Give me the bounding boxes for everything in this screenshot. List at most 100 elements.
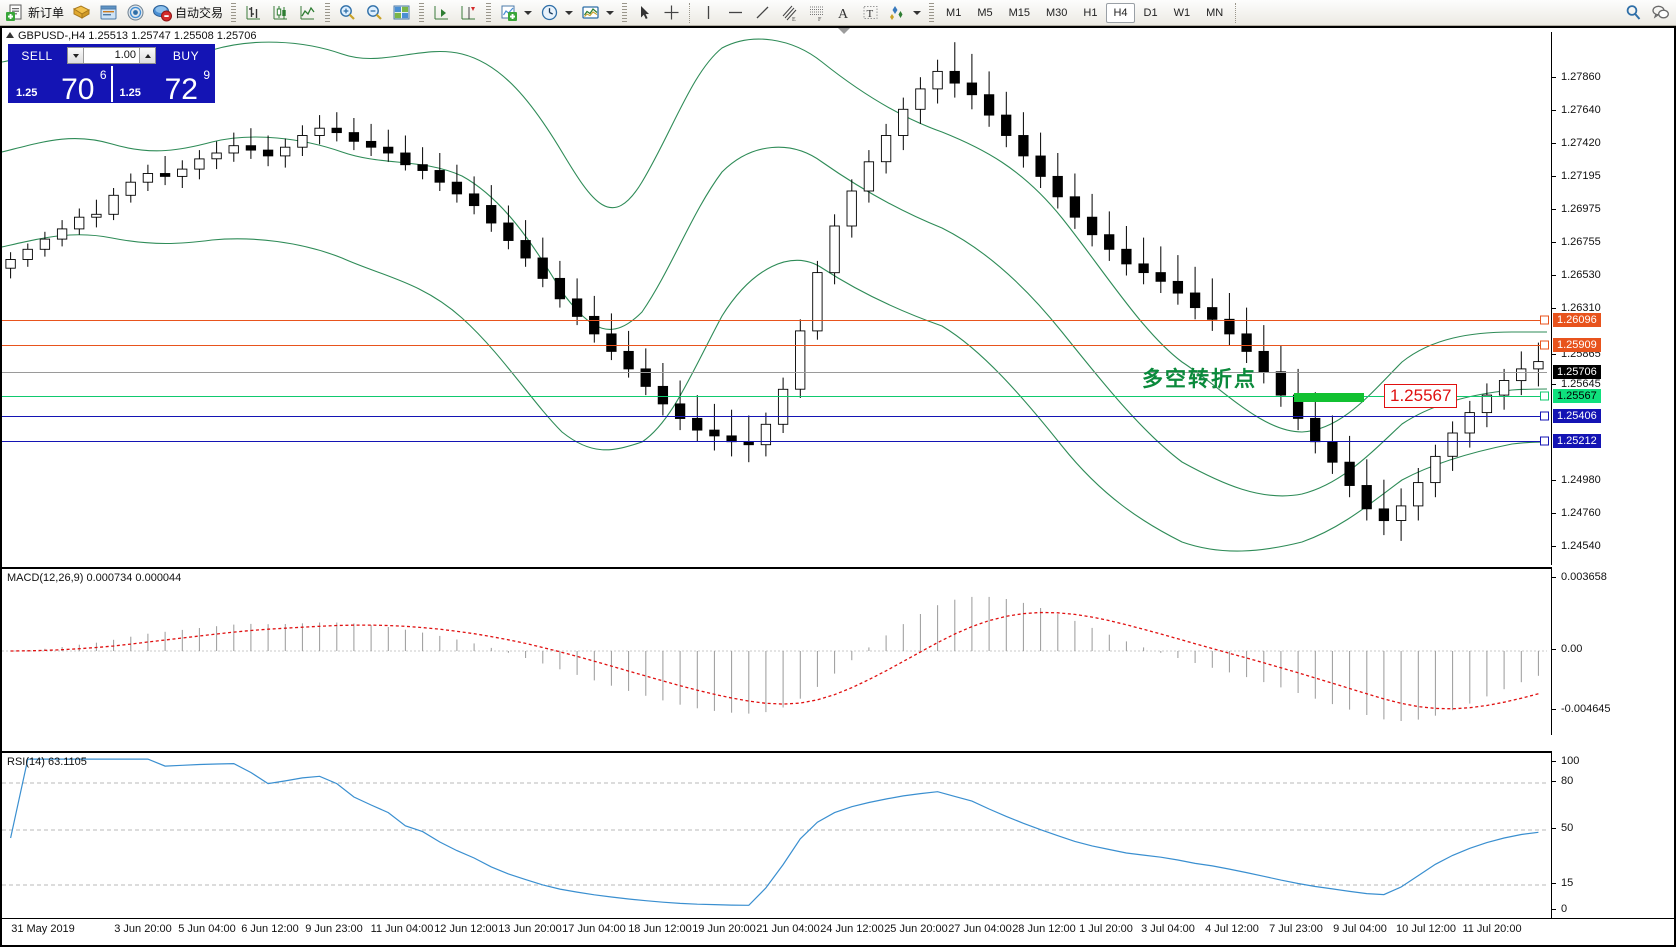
timeframe-h4[interactable]: H4 (1106, 2, 1135, 23)
buy-button[interactable]: BUY (172, 48, 200, 63)
templates-dropdown-caret[interactable] (606, 10, 615, 15)
volume-input[interactable]: 1.00 (114, 49, 136, 61)
price-label-126096[interactable]: 1.26096 (1553, 313, 1601, 327)
green-highlight-zone[interactable] (1294, 393, 1364, 402)
chart-collapse-triangle-icon[interactable] (6, 32, 14, 38)
macd-tick-zero: 0.00 (1552, 643, 1674, 655)
price-line-handle-125567[interactable] (1540, 391, 1549, 401)
vertical-line-button[interactable] (695, 1, 722, 25)
time-tick: 3 Jul 04:00 (1141, 923, 1195, 935)
terminal-button[interactable] (95, 1, 122, 25)
timeframe-w1[interactable]: W1 (1173, 6, 1191, 19)
toolbar-grip-zoom[interactable] (325, 2, 331, 23)
chart-window[interactable]: GBPUSD-,H4 1.25513 1.25747 1.25508 1.257… (0, 26, 1676, 947)
price-label-125909[interactable]: 1.25909 (1553, 338, 1601, 352)
price-line-handle-125406[interactable] (1540, 411, 1549, 421)
timeframe-m15[interactable]: M15 (1008, 6, 1030, 19)
svg-text:T: T (867, 8, 874, 20)
time-tick: 11 Jul 20:00 (1462, 923, 1522, 935)
buy-price-block[interactable]: 1.25 72 9 (112, 66, 214, 105)
volume-stepper[interactable]: 1.00 (67, 47, 156, 64)
timeframe-m1[interactable]: M1 (946, 6, 962, 19)
price-label-125212[interactable]: 1.25212 (1553, 434, 1601, 448)
toolbar-grip-charts[interactable] (231, 2, 237, 23)
text-label-button[interactable]: T (857, 1, 884, 25)
candlestick-chart-button[interactable] (267, 1, 294, 25)
rsi-axis[interactable]: 100 80 50 15 0 (1551, 751, 1674, 919)
macd-tick-min: -0.004645 (1552, 703, 1674, 715)
price-label-125406[interactable]: 1.25406 (1553, 409, 1601, 423)
toolbar-grip-draw[interactable] (622, 2, 628, 23)
sell-price-big: 70 (61, 73, 95, 106)
price-line-125212[interactable] (2, 441, 1547, 442)
indicators-button[interactable] (495, 1, 522, 25)
price-callout-box[interactable]: 1.25567 (1384, 384, 1458, 408)
time-tick: 27 Jun 04:00 (948, 923, 1012, 935)
indicators-dropdown-caret[interactable] (524, 10, 533, 15)
rsi-tick-80: 80 (1552, 775, 1674, 787)
timeframe-m5[interactable]: M5 (977, 6, 993, 19)
text-button[interactable]: A (830, 1, 857, 25)
macd-signal-line (10, 611, 1539, 710)
zoom-out-icon (365, 3, 384, 22)
search-button[interactable] (1620, 1, 1647, 25)
market-watch-button[interactable] (122, 1, 149, 25)
chat-button[interactable] (1647, 1, 1674, 25)
line-chart-icon (298, 3, 317, 22)
tile-windows-button[interactable] (388, 1, 415, 25)
time-axis[interactable]: 31 May 2019 3 Jun 20:00 5 Jun 04:00 6 Ju… (2, 918, 1674, 945)
price-line-126096[interactable] (2, 320, 1547, 321)
price-pane[interactable]: 多空转折点 1.25567 (2, 32, 1674, 565)
period-button[interactable] (536, 1, 563, 25)
fibonacci-button[interactable]: F (803, 1, 830, 25)
trendline-button[interactable] (749, 1, 776, 25)
auto-scroll-button[interactable] (428, 1, 455, 25)
templates-button[interactable] (577, 1, 604, 25)
sell-button[interactable]: SELL (21, 48, 53, 63)
timeframe-mn[interactable]: MN (1206, 6, 1224, 19)
volume-decrement-button[interactable] (68, 48, 84, 63)
line-chart-button[interactable] (294, 1, 321, 25)
price-axis[interactable]: 1.27860 1.27640 1.27420 1.27195 1.26975 … (1551, 32, 1674, 565)
horizontal-line-button[interactable] (722, 1, 749, 25)
one-click-trading-panel[interactable]: SELL 1.00 BUY 1.25 70 6 1.25 72 9 (8, 44, 215, 106)
timeframe-m30[interactable]: M30 (1046, 6, 1068, 19)
price-line-handle-125909[interactable] (1540, 340, 1549, 350)
rsi-pane[interactable]: RSI(14) 63.1105 (2, 751, 1674, 921)
zoom-in-button[interactable] (334, 1, 361, 25)
arrows-button[interactable] (884, 1, 911, 25)
sell-price-block[interactable]: 1.25 70 6 (9, 66, 113, 106)
price-label-125567[interactable]: 1.25567 (1553, 389, 1601, 403)
price-tick: 1.26530 (1552, 269, 1674, 281)
candlestick-series (5, 42, 1544, 541)
timeframe-d1[interactable]: D1 (1143, 6, 1158, 19)
cursor-button[interactable] (631, 1, 658, 25)
period-dropdown-caret[interactable] (565, 10, 574, 15)
toolbar-grip-indicators[interactable] (486, 2, 492, 23)
price-line-125406[interactable] (2, 416, 1547, 417)
zoom-out-button[interactable] (361, 1, 388, 25)
price-line-125567[interactable] (2, 396, 1547, 397)
price-line-handle-125212[interactable] (1540, 436, 1549, 446)
new-order-button[interactable]: 新订单 (2, 1, 68, 25)
volume-increment-button[interactable] (139, 48, 155, 63)
chart-shift-icon (459, 3, 478, 22)
price-tick: 1.27195 (1552, 170, 1674, 182)
price-line-handle-126096[interactable] (1540, 315, 1549, 325)
macd-axis[interactable]: 0.003658 0.00 -0.004645 (1551, 567, 1674, 735)
svg-text:F: F (818, 17, 822, 22)
time-tick: 28 Jun 12:00 (1012, 923, 1076, 935)
toolbar-grip-timeframes[interactable] (929, 2, 935, 23)
bar-chart-button[interactable] (240, 1, 267, 25)
equidistant-channel-button[interactable]: E (776, 1, 803, 25)
data-window-button[interactable] (68, 1, 95, 25)
auto-trading-button[interactable]: 自动交易 (149, 1, 227, 25)
macd-pane[interactable]: MACD(12,26,9) 0.000734 0.000044 (2, 567, 1674, 737)
crosshair-button[interactable] (658, 1, 685, 25)
arrows-dropdown-caret[interactable] (913, 10, 922, 15)
chart-annotation-text[interactable]: 多空转折点 (1142, 367, 1257, 391)
chart-shift-button[interactable] (455, 1, 482, 25)
timeframe-h1[interactable]: H1 (1083, 6, 1098, 19)
toolbar-grip-shift[interactable] (419, 2, 425, 23)
price-line-125909[interactable] (2, 345, 1547, 346)
